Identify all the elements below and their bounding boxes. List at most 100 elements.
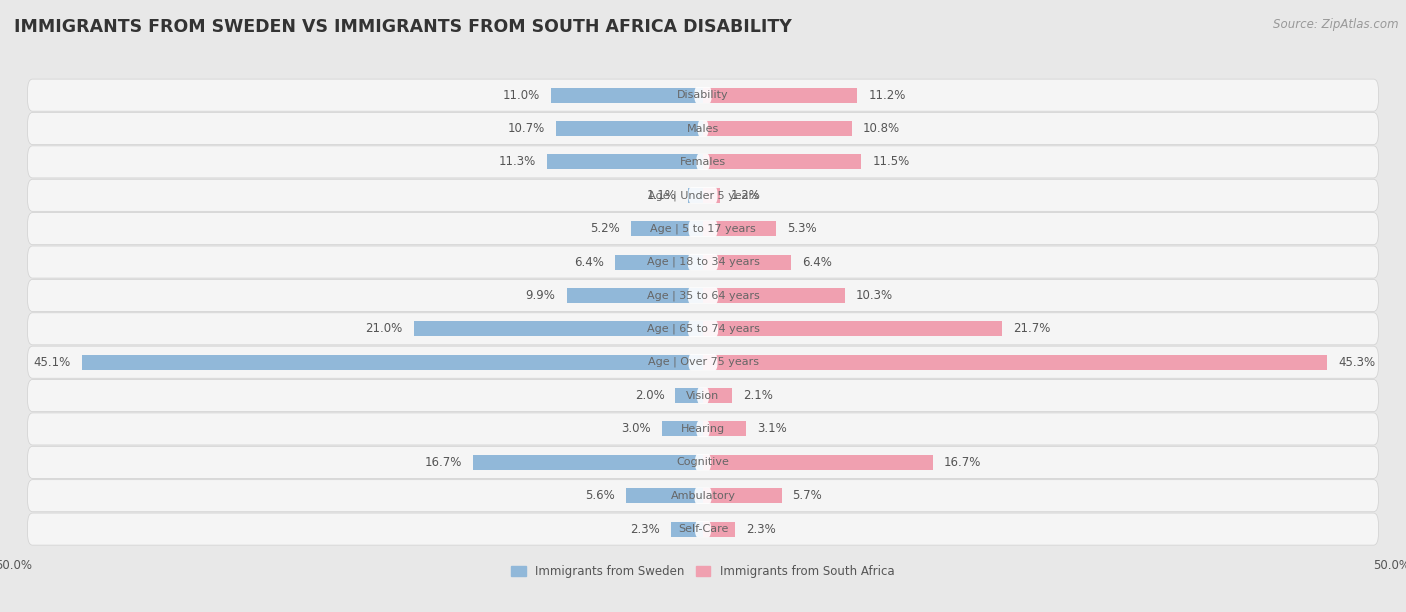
FancyBboxPatch shape bbox=[28, 146, 1378, 178]
Bar bbox=[567, 288, 703, 303]
Bar bbox=[82, 355, 703, 370]
FancyBboxPatch shape bbox=[28, 79, 1378, 111]
Text: 5.6%: 5.6% bbox=[585, 489, 614, 502]
Text: Cognitive: Cognitive bbox=[676, 457, 730, 468]
Text: 2.0%: 2.0% bbox=[634, 389, 665, 402]
Text: 6.4%: 6.4% bbox=[803, 256, 832, 269]
Text: Males: Males bbox=[688, 124, 718, 133]
Bar bbox=[703, 121, 852, 136]
Text: IMMIGRANTS FROM SWEDEN VS IMMIGRANTS FROM SOUTH AFRICA DISABILITY: IMMIGRANTS FROM SWEDEN VS IMMIGRANTS FRO… bbox=[14, 18, 792, 36]
Text: 10.8%: 10.8% bbox=[863, 122, 900, 135]
Text: 11.5%: 11.5% bbox=[873, 155, 910, 168]
Bar bbox=[703, 255, 792, 269]
FancyBboxPatch shape bbox=[688, 321, 718, 337]
Text: 10.7%: 10.7% bbox=[508, 122, 544, 135]
Text: 11.2%: 11.2% bbox=[869, 89, 905, 102]
FancyBboxPatch shape bbox=[28, 346, 1378, 378]
Text: 16.7%: 16.7% bbox=[945, 456, 981, 469]
FancyBboxPatch shape bbox=[28, 212, 1378, 245]
FancyBboxPatch shape bbox=[28, 513, 1378, 545]
Text: Vision: Vision bbox=[686, 390, 720, 401]
Text: Age | 65 to 74 years: Age | 65 to 74 years bbox=[647, 324, 759, 334]
FancyBboxPatch shape bbox=[688, 254, 718, 271]
Legend: Immigrants from Sweden, Immigrants from South Africa: Immigrants from Sweden, Immigrants from … bbox=[512, 565, 894, 578]
Text: Age | Under 5 years: Age | Under 5 years bbox=[648, 190, 758, 201]
Text: 9.9%: 9.9% bbox=[526, 289, 555, 302]
Text: 6.4%: 6.4% bbox=[574, 256, 603, 269]
Bar bbox=[688, 188, 703, 203]
FancyBboxPatch shape bbox=[28, 280, 1378, 312]
Text: 1.2%: 1.2% bbox=[731, 188, 761, 202]
Bar bbox=[555, 121, 703, 136]
Bar bbox=[675, 388, 703, 403]
Text: 2.3%: 2.3% bbox=[630, 523, 661, 536]
FancyBboxPatch shape bbox=[28, 379, 1378, 412]
FancyBboxPatch shape bbox=[697, 121, 709, 136]
Text: 2.3%: 2.3% bbox=[745, 523, 776, 536]
FancyBboxPatch shape bbox=[28, 313, 1378, 345]
FancyBboxPatch shape bbox=[28, 446, 1378, 479]
Text: Age | 35 to 64 years: Age | 35 to 64 years bbox=[647, 290, 759, 300]
FancyBboxPatch shape bbox=[689, 220, 717, 237]
FancyBboxPatch shape bbox=[696, 421, 710, 437]
Bar bbox=[662, 422, 703, 436]
FancyBboxPatch shape bbox=[695, 521, 711, 537]
Text: 21.7%: 21.7% bbox=[1012, 323, 1050, 335]
FancyBboxPatch shape bbox=[688, 287, 718, 304]
FancyBboxPatch shape bbox=[689, 187, 717, 203]
Text: Hearing: Hearing bbox=[681, 424, 725, 434]
Text: 21.0%: 21.0% bbox=[366, 323, 402, 335]
Text: Self-Care: Self-Care bbox=[678, 524, 728, 534]
Text: 5.7%: 5.7% bbox=[793, 489, 823, 502]
FancyBboxPatch shape bbox=[695, 454, 711, 471]
Bar bbox=[703, 88, 858, 103]
Bar bbox=[551, 88, 703, 103]
FancyBboxPatch shape bbox=[28, 179, 1378, 211]
Bar bbox=[703, 321, 1002, 337]
Text: 10.3%: 10.3% bbox=[856, 289, 893, 302]
Text: 16.7%: 16.7% bbox=[425, 456, 461, 469]
Bar bbox=[626, 488, 703, 503]
Text: 11.0%: 11.0% bbox=[503, 89, 540, 102]
FancyBboxPatch shape bbox=[28, 246, 1378, 278]
Bar bbox=[703, 488, 782, 503]
Text: 45.3%: 45.3% bbox=[1339, 356, 1375, 368]
Text: Source: ZipAtlas.com: Source: ZipAtlas.com bbox=[1274, 18, 1399, 31]
Text: 1.1%: 1.1% bbox=[647, 188, 676, 202]
Bar bbox=[413, 321, 703, 337]
Bar bbox=[671, 521, 703, 537]
Text: 5.2%: 5.2% bbox=[591, 222, 620, 235]
Text: 5.3%: 5.3% bbox=[787, 222, 817, 235]
Text: Ambulatory: Ambulatory bbox=[671, 491, 735, 501]
Text: Age | Over 75 years: Age | Over 75 years bbox=[648, 357, 758, 367]
Bar bbox=[703, 355, 1327, 370]
Bar bbox=[703, 188, 720, 203]
Bar bbox=[547, 154, 703, 170]
Bar bbox=[703, 221, 776, 236]
Bar bbox=[631, 221, 703, 236]
FancyBboxPatch shape bbox=[696, 154, 710, 170]
Bar bbox=[472, 455, 703, 470]
FancyBboxPatch shape bbox=[28, 413, 1378, 445]
Text: Age | 18 to 34 years: Age | 18 to 34 years bbox=[647, 257, 759, 267]
Bar bbox=[614, 255, 703, 269]
Text: 2.1%: 2.1% bbox=[742, 389, 773, 402]
Text: Disability: Disability bbox=[678, 90, 728, 100]
FancyBboxPatch shape bbox=[695, 87, 711, 103]
Text: Age | 5 to 17 years: Age | 5 to 17 years bbox=[650, 223, 756, 234]
Text: Females: Females bbox=[681, 157, 725, 167]
Text: 11.3%: 11.3% bbox=[499, 155, 536, 168]
Bar bbox=[703, 388, 733, 403]
Text: 3.1%: 3.1% bbox=[756, 422, 786, 436]
FancyBboxPatch shape bbox=[697, 387, 709, 404]
Bar bbox=[703, 154, 862, 170]
Bar bbox=[703, 455, 934, 470]
Bar bbox=[703, 521, 735, 537]
FancyBboxPatch shape bbox=[689, 354, 717, 370]
Text: 3.0%: 3.0% bbox=[621, 422, 651, 436]
FancyBboxPatch shape bbox=[28, 113, 1378, 144]
FancyBboxPatch shape bbox=[695, 488, 711, 504]
Bar bbox=[703, 288, 845, 303]
FancyBboxPatch shape bbox=[28, 480, 1378, 512]
Text: 45.1%: 45.1% bbox=[34, 356, 70, 368]
